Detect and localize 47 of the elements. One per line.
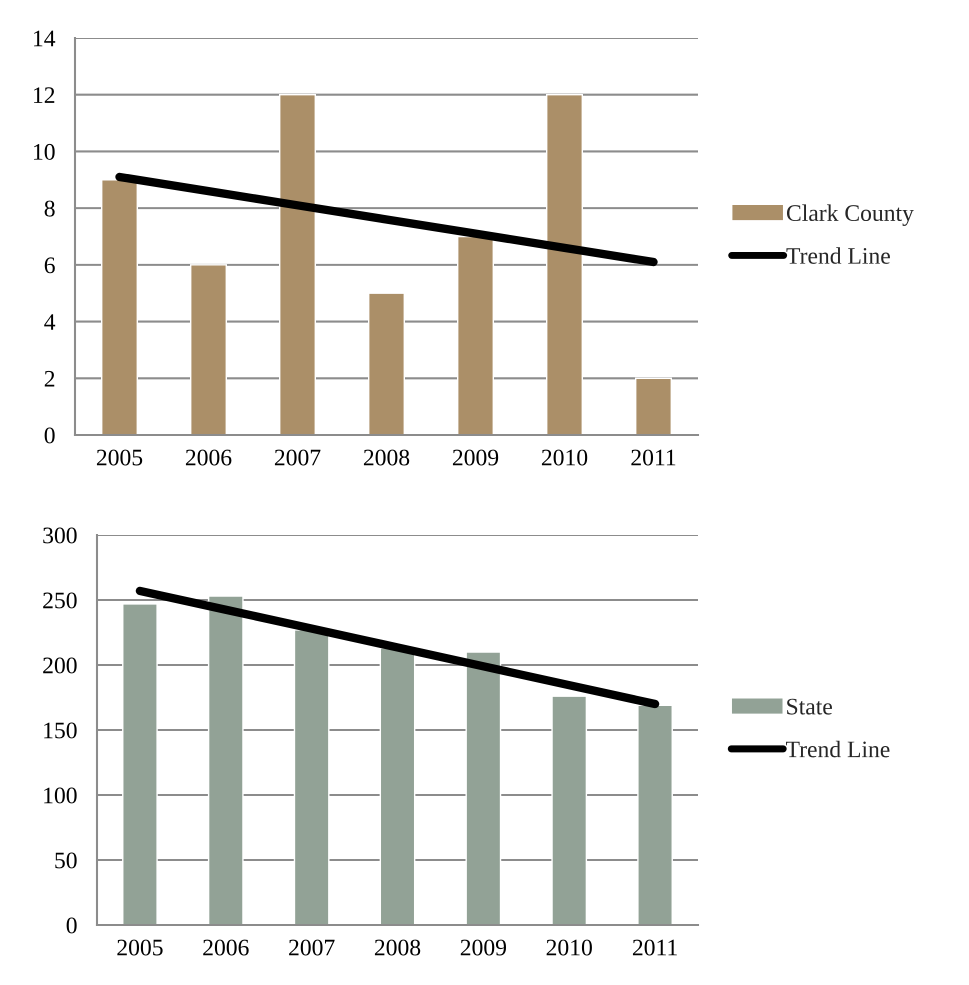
y-tick-label: 150: [44, 722, 77, 738]
y-tick-label: 6: [44, 257, 55, 274]
x-tick-label: 2010: [542, 450, 588, 466]
x-tick-label: 2005: [117, 940, 163, 956]
y-tick-label: 8: [44, 200, 55, 217]
y-tick-label: 50: [55, 852, 77, 868]
bar: [465, 651, 502, 925]
y-tick-label: 14: [34, 30, 56, 46]
x-tick-label: 2011: [632, 940, 677, 956]
x-tick-label: 2008: [364, 450, 410, 466]
y-tick-label: 2: [44, 370, 54, 386]
x-tick-label: 2006: [203, 940, 249, 956]
y-tick-label: 0: [44, 427, 55, 444]
y-tick-label: 4: [44, 314, 56, 330]
bar: [208, 595, 244, 925]
y-tick-label: 12: [34, 87, 54, 103]
bar: [380, 647, 416, 925]
legend-label: Trend Line: [786, 740, 890, 758]
y-tick-label: 10: [34, 144, 55, 160]
bar: [294, 629, 330, 925]
x-tick-label: 2008: [374, 940, 420, 956]
bar: [551, 696, 588, 925]
y-tick-label: 300: [43, 527, 77, 544]
y-tick-label: 250: [43, 592, 77, 608]
x-tick-label: 2007: [274, 450, 320, 466]
bar: [457, 236, 494, 435]
y-tick-label: 100: [44, 787, 77, 804]
legend-label: Trend Line: [786, 247, 890, 264]
x-tick-label: 2007: [289, 940, 335, 956]
bar: [279, 94, 316, 435]
bar: [122, 603, 158, 925]
bar: [635, 378, 672, 435]
bar: [368, 292, 405, 435]
bar: [546, 94, 583, 435]
legend-label: State: [787, 698, 832, 715]
x-tick-label: 2011: [631, 450, 676, 466]
x-tick-label: 2005: [96, 450, 142, 466]
y-tick-label: 0: [66, 917, 77, 934]
bar: [101, 179, 138, 435]
x-tick-label: 2009: [460, 940, 506, 956]
bar: [190, 264, 227, 435]
x-tick-label: 2006: [186, 450, 232, 466]
x-tick-label: 2010: [546, 940, 592, 956]
x-tick-label: 2009: [452, 450, 498, 466]
legend-label: Clark County: [786, 204, 914, 226]
y-tick-label: 200: [43, 657, 77, 674]
bar: [637, 704, 673, 925]
